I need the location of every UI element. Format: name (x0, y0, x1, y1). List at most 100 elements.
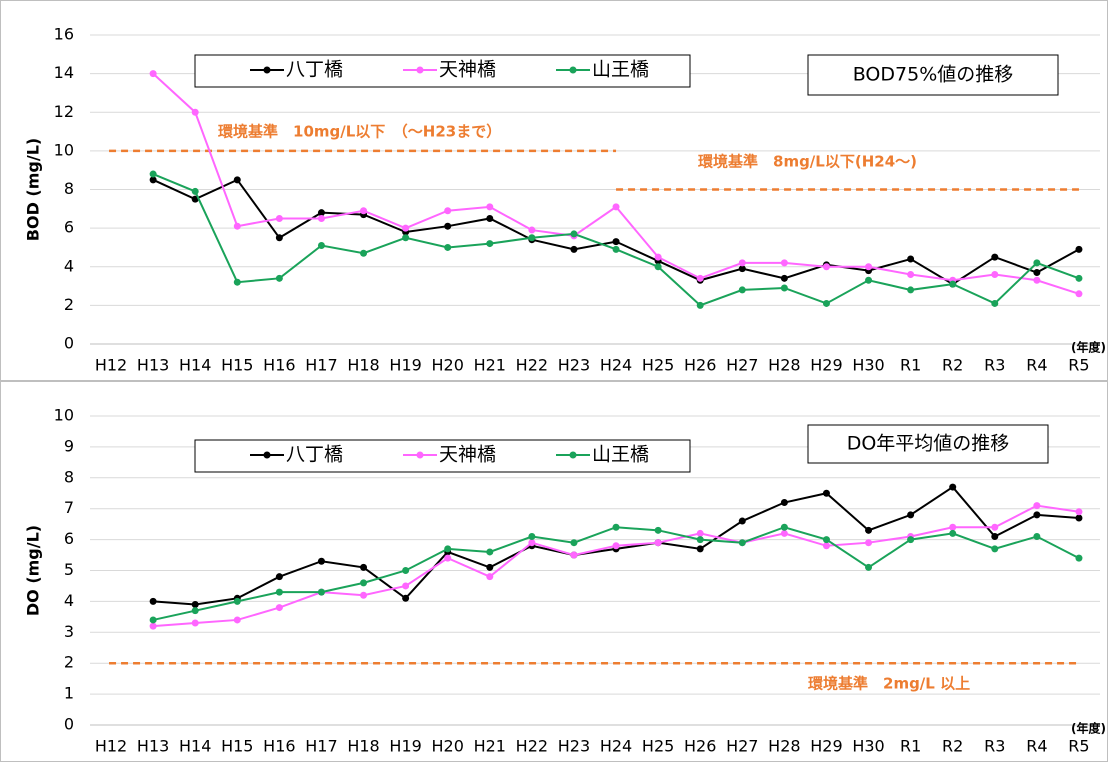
reference-label: 環境基準 8mg/L以下(H24～) (698, 153, 917, 171)
data-point (1033, 259, 1041, 267)
x-tick-label: R4 (1026, 737, 1047, 756)
legend-marker (263, 451, 271, 459)
data-point (275, 274, 283, 282)
x-tick-label: H24 (600, 356, 632, 375)
x-tick-label: R5 (1068, 737, 1089, 756)
data-point (317, 242, 325, 250)
data-point (402, 582, 410, 590)
data-point (949, 280, 957, 288)
data-point (696, 529, 704, 537)
x-tick-label: R2 (942, 737, 963, 756)
y-tick-label: 0 (64, 715, 74, 734)
data-point (654, 253, 662, 261)
data-point (654, 263, 662, 271)
data-point (822, 263, 830, 271)
data-point (822, 489, 830, 497)
data-point (822, 536, 830, 544)
data-point (275, 604, 283, 612)
y-tick-label: 10 (54, 140, 74, 159)
data-point (949, 523, 957, 531)
y-tick-label: 12 (54, 102, 74, 121)
y-tick-label: 5 (64, 560, 74, 579)
data-point (486, 240, 494, 248)
data-point (612, 238, 620, 246)
data-point (570, 245, 578, 253)
data-point (360, 563, 368, 571)
data-point (907, 255, 915, 263)
data-point (780, 274, 788, 282)
data-point (317, 209, 325, 217)
data-point (949, 483, 957, 491)
data-point (1033, 511, 1041, 519)
data-point (991, 299, 999, 307)
data-point (738, 539, 746, 547)
data-point (570, 230, 578, 238)
y-tick-label: 4 (64, 591, 74, 610)
data-point (738, 259, 746, 267)
y-tick-label: 8 (64, 179, 74, 198)
data-point (738, 265, 746, 273)
x-tick-label: R5 (1068, 356, 1089, 375)
data-point (444, 554, 452, 562)
data-point (444, 545, 452, 553)
reference-label: 環境基準 10mg/L以下 （～H23まで） (218, 123, 501, 141)
legend-marker (416, 451, 424, 459)
data-point (486, 563, 494, 571)
data-point (528, 539, 536, 547)
y-tick-label: 1 (64, 684, 74, 703)
x-tick-label: H12 (95, 737, 127, 756)
y-tick-label: 8 (64, 467, 74, 486)
x-tick-label: R2 (942, 356, 963, 375)
data-point (780, 499, 788, 507)
y-tick-label: 14 (54, 63, 74, 82)
data-point (444, 222, 452, 230)
x-tick-label: H23 (558, 356, 590, 375)
data-point (191, 600, 199, 608)
series-line (153, 504, 1080, 628)
data-point (865, 539, 873, 547)
x-tick-label: H13 (137, 356, 169, 375)
legend-marker (263, 66, 271, 74)
legend-marker (569, 66, 577, 74)
legend-label: 山王橋 (592, 444, 649, 466)
chart-title: BOD75%値の推移 (853, 64, 1014, 86)
data-point (360, 249, 368, 257)
legend-marker (416, 66, 424, 74)
data-point (317, 557, 325, 565)
data-point (444, 243, 452, 251)
x-tick-label: H29 (810, 737, 842, 756)
data-point (612, 203, 620, 211)
x-tick-label: R3 (984, 356, 1005, 375)
x-tick-label: H23 (558, 737, 590, 756)
data-point (191, 187, 199, 195)
data-point (654, 539, 662, 547)
x-tick-label: H20 (432, 737, 464, 756)
data-point (1075, 554, 1083, 562)
data-point (991, 545, 999, 553)
x-tick-label: R4 (1026, 356, 1047, 375)
x-tick-label: H20 (432, 356, 464, 375)
data-point (486, 214, 494, 222)
y-tick-label: 2 (64, 295, 74, 314)
data-point (360, 579, 368, 587)
legend-marker (569, 451, 577, 459)
data-point (1075, 245, 1083, 253)
data-point (149, 597, 157, 605)
data-point (1033, 502, 1041, 510)
data-point (907, 286, 915, 294)
data-point (275, 214, 283, 222)
chart-title: DO年平均値の推移 (847, 433, 1010, 455)
x-tick-label: H30 (852, 737, 884, 756)
data-point (486, 548, 494, 556)
reference-label: 環境基準 2mg/L 以上 (808, 675, 970, 693)
x-tick-label: H18 (347, 737, 379, 756)
y-tick-label: 6 (64, 218, 74, 237)
data-point (1075, 508, 1083, 516)
data-point (780, 284, 788, 292)
x-unit: (年度) (1071, 340, 1106, 355)
x-tick-label: H25 (642, 356, 674, 375)
x-tick-label: H21 (474, 356, 506, 375)
data-point (191, 607, 199, 615)
data-point (486, 203, 494, 211)
legend-label: 天神橋 (439, 59, 496, 81)
